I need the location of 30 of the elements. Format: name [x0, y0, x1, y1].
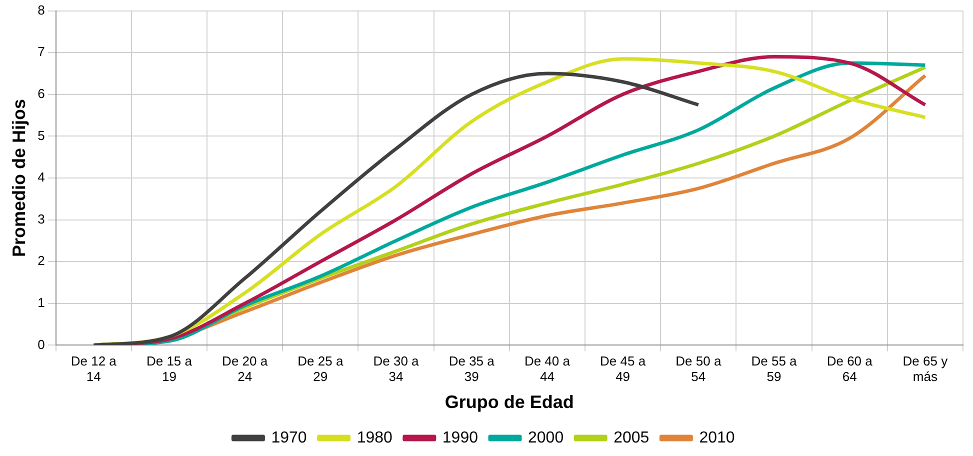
x-tick-label: De 25 a 29	[298, 354, 344, 384]
y-tick-label: 0	[38, 336, 45, 352]
legend-label: 1990	[442, 429, 478, 446]
y-tick-label: 1	[38, 294, 45, 310]
legend-label: 2000	[528, 429, 564, 446]
x-tick-label: De 50 a 54	[676, 354, 722, 384]
legend-label: 2005	[614, 429, 650, 446]
legend-label: 1980	[356, 429, 393, 446]
x-tick-label: De 40 a 44	[524, 354, 571, 384]
x-tick-label: De 65 y más	[902, 354, 948, 384]
y-tick-label: 2	[38, 253, 45, 268]
x-tick-label: De 45 a 49	[600, 354, 646, 384]
y-tick-label: 3	[38, 211, 45, 226]
x-tick-label: De 20 a 24	[222, 354, 268, 384]
y-tick-label: 4	[38, 170, 45, 185]
x-axis-title: Grupo de Edad	[444, 392, 574, 412]
x-tick-label: De 55 a 59	[751, 354, 798, 384]
x-tick-label: De 60 a 64	[826, 354, 874, 384]
y-tick-label: 7	[38, 44, 45, 60]
line-series	[92, 72, 700, 346]
x-tick-label: De 35 a 39	[448, 354, 496, 384]
x-tick-label: De 30 a 34	[373, 354, 420, 384]
legend-label: 2010	[699, 429, 735, 446]
y-tick-label: 5	[38, 128, 45, 143]
y-tick-label: 6	[38, 86, 45, 101]
y-axis-title: Promedio de Hijos	[8, 98, 29, 258]
legend-label: 1970	[271, 429, 307, 446]
x-tick-label: De 15 a 19	[146, 354, 193, 384]
x-tick-label: De 12 a 14	[70, 354, 118, 384]
y-tick-label: 8	[38, 2, 45, 18]
